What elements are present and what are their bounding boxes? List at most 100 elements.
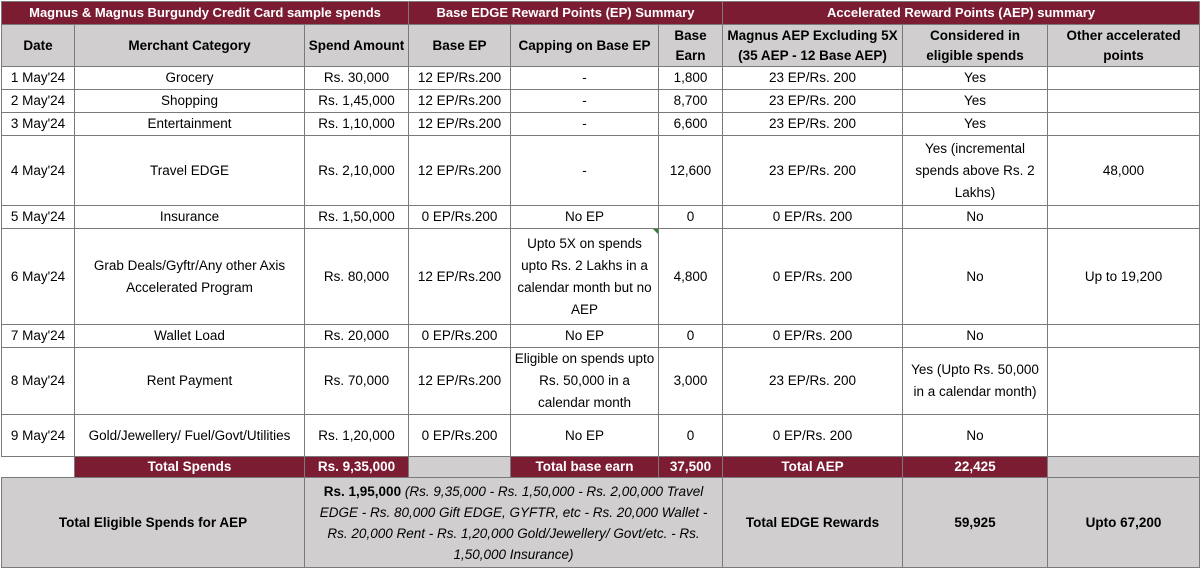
eligible-spends-note: Rs. 1,95,000 (Rs. 9,35,000 - Rs. 1,50,00… (303, 477, 724, 568)
cell-base-ep: 12 EP/Rs.200 (408, 347, 511, 415)
cell-base-earn: 0 (657, 205, 724, 229)
cell-capping: - (510, 66, 659, 90)
header-base-earn: Base Earn (657, 24, 724, 67)
cell-eligible: No (902, 324, 1049, 348)
cell-capping: Eligible on spends upto Rs. 50,000 in a … (510, 347, 659, 415)
total-aep-value: 22,425 (902, 456, 1049, 478)
cell-capping: No EP (510, 324, 659, 348)
cell-magnus-aep: 23 EP/Rs. 200 (722, 112, 904, 136)
cell-date: 4 May'24 (1, 135, 75, 206)
cell-magnus-aep: 23 EP/Rs. 200 (722, 135, 904, 206)
cell-base-earn: 0 (657, 414, 724, 457)
cell-base-ep: 12 EP/Rs.200 (408, 66, 511, 90)
cell-magnus-aep: 0 EP/Rs. 200 (722, 205, 904, 229)
eligible-spends-label: Total Eligible Spends for AEP (1, 477, 305, 568)
header-other: Other accelerated points (1047, 24, 1200, 67)
header-date: Date (1, 24, 75, 67)
cell-other (1047, 414, 1200, 457)
cell-magnus-aep: 23 EP/Rs. 200 (722, 347, 904, 415)
total-base-label: Total base earn (510, 456, 659, 478)
cell-eligible: No (902, 414, 1049, 457)
header-eligible: Considered in eligible spends (902, 24, 1049, 67)
total-base-value: 37,500 (657, 456, 724, 478)
cell-capping: Upto 5X on spends upto Rs. 2 Lakhs in a … (510, 228, 659, 325)
cell-merchant: Grocery (74, 66, 305, 90)
cell-merchant: Travel EDGE (74, 135, 305, 206)
cell-spend: Rs. 20,000 (304, 324, 409, 348)
cell-eligible: Yes (902, 66, 1049, 90)
cell-spend: Rs. 30,000 (304, 66, 409, 90)
cell-date: 8 May'24 (1, 347, 75, 415)
table-row: 3 May'24 Entertainment Rs. 1,10,000 12 EP/R… (1, 112, 1200, 136)
cell-merchant: Gold/Jewellery/ Fuel/Govt/Utilities (74, 414, 305, 457)
cell-capping: - (510, 89, 659, 113)
cell-other (1047, 205, 1200, 229)
cell-base-ep: 12 EP/Rs.200 (408, 112, 511, 136)
cell-base-earn: 6,600 (657, 112, 724, 136)
cell-spend: Rs. 1,20,000 (304, 414, 409, 457)
cell-eligible: Yes (902, 89, 1049, 113)
cell-date: 3 May'24 (1, 112, 75, 136)
cell-magnus-aep: 23 EP/Rs. 200 (722, 89, 904, 113)
cell-other (1047, 66, 1200, 90)
cell-date: 7 May'24 (1, 324, 75, 348)
cell-magnus-aep: 23 EP/Rs. 200 (722, 66, 904, 90)
final-row: Total Eligible Spends for AEP Rs. 1,95,0… (1, 477, 1200, 568)
cell-eligible: Yes (incremental spends above Rs. 2 Lakh… (902, 135, 1049, 206)
column-header-row: Date Merchant Category Spend Amount Base… (1, 24, 1200, 67)
table-row: 9 May'24 Gold/Jewellery/ Fuel/Govt/Utilit… (1, 414, 1200, 457)
cell-magnus-aep: 0 EP/Rs. 200 (722, 228, 904, 325)
cell-other (1047, 347, 1200, 415)
cell-magnus-aep: 0 EP/Rs. 200 (722, 324, 904, 348)
cell-base-earn: 0 (657, 324, 724, 348)
totals-empty-cell-2 (1047, 456, 1200, 478)
cell-merchant: Entertainment (74, 112, 305, 136)
header-capping: Capping on Base EP (510, 24, 659, 67)
group-header-row: Magnus & Magnus Burgundy Credit Card sam… (1, 1, 1200, 25)
cell-eligible: Yes (902, 112, 1049, 136)
table-row: 1 May'24 Grocery Rs. 30,000 12 EP/Rs.200-1,… (1, 66, 1200, 90)
cell-eligible: No (902, 205, 1049, 229)
totals-empty-cell (408, 456, 511, 478)
table-row: 2 May'24 Shopping Rs. 1,45,000 12 EP/Rs.200… (1, 89, 1200, 113)
cell-spend: Rs. 1,50,000 (304, 205, 409, 229)
cell-capping: No EP (510, 205, 659, 229)
header-merchant: Merchant Category (74, 24, 305, 67)
cell-date: 5 May'24 (1, 205, 75, 229)
cell-base-earn: 8,700 (657, 89, 724, 113)
cell-merchant: Insurance (74, 205, 305, 229)
cell-spend: Rs. 1,10,000 (304, 112, 409, 136)
totals-row: Total Spends Rs. 9,35,000 Total base ear… (1, 456, 1200, 478)
cell-spend: Rs. 2,10,000 (304, 135, 409, 206)
cell-date: 9 May'24 (1, 414, 75, 457)
total-upto-value: Upto 67,200 (1047, 477, 1200, 568)
cell-date: 2 May'24 (1, 89, 75, 113)
total-edge-rewards-value: 59,925 (902, 477, 1049, 568)
cell-merchant: Wallet Load (74, 324, 305, 348)
cell-base-ep: 12 EP/Rs.200 (408, 228, 511, 325)
cell-base-ep: 0 EP/Rs.200 (408, 414, 511, 457)
group-base-summary: Base EDGE Reward Points (EP) Summary (407, 1, 724, 25)
cell-merchant: Rent Payment (74, 347, 305, 415)
total-spends-label: Total Spends (74, 456, 305, 478)
cell-base-earn: 4,800 (657, 228, 724, 325)
cell-spend: Rs. 80,000 (304, 228, 409, 325)
cell-merchant: Shopping (74, 89, 305, 113)
group-sample-spends: Magnus & Magnus Burgundy Credit Card sam… (1, 1, 409, 25)
cell-base-earn: 1,800 (657, 66, 724, 90)
header-magnus-aep: Magnus AEP Excluding 5X (35 AEP - 12 Bas… (722, 24, 904, 67)
cell-capping: - (510, 135, 659, 206)
cell-date: 1 May'24 (1, 66, 75, 90)
table-row: 5 May'24 Insurance Rs. 1,50,000 0 EP/Rs.200… (1, 205, 1200, 229)
total-spends-value: Rs. 9,35,000 (304, 456, 409, 478)
eligible-spends-breakdown: (Rs. 9,35,000 - Rs. 1,50,000 - Rs. 2,00,… (319, 483, 708, 562)
table-row: 7 May'24 Wallet Load Rs. 20,000 0 EP/Rs.200… (1, 324, 1200, 348)
cell-capping: No EP (510, 414, 659, 457)
total-edge-rewards-label: Total EDGE Rewards (722, 477, 904, 568)
cell-base-earn: 12,600 (657, 135, 724, 206)
cell-base-ep: 0 EP/Rs.200 (408, 324, 511, 348)
total-aep-label: Total AEP (722, 456, 904, 478)
cell-other (1047, 112, 1200, 136)
header-base-ep: Base EP (408, 24, 511, 67)
